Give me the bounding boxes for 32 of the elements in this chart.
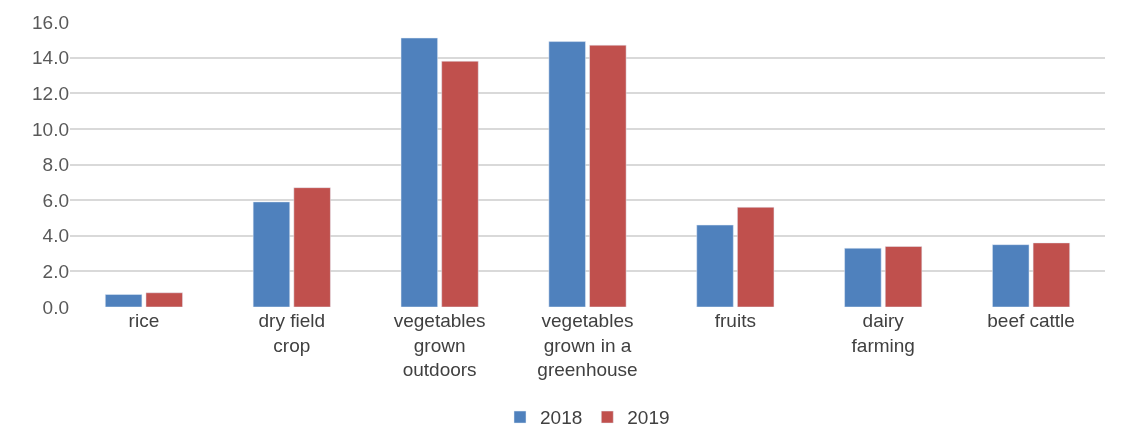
y-tick-label: 10.0 xyxy=(32,118,69,140)
bar xyxy=(589,44,627,307)
y-tick-label: 6.0 xyxy=(42,189,69,211)
bar xyxy=(844,247,882,307)
bar xyxy=(400,37,438,307)
bar xyxy=(885,246,923,307)
y-tick-label: 12.0 xyxy=(32,82,69,104)
bar xyxy=(548,41,586,307)
x-tick-label: beef cattle xyxy=(987,310,1075,331)
bar xyxy=(737,207,775,307)
y-tick-label: 14.0 xyxy=(32,47,69,69)
x-tick-label: dry field crop xyxy=(258,310,326,356)
y-tick-label: 4.0 xyxy=(42,225,69,247)
x-tick-label: dairy farming xyxy=(851,310,915,356)
x-tick-label: rice xyxy=(128,310,160,331)
bar xyxy=(441,60,479,307)
y-tick-label: 0.0 xyxy=(42,296,69,318)
legend-label: 2019 xyxy=(627,407,670,429)
bar xyxy=(992,244,1030,307)
bar xyxy=(145,292,183,307)
bar xyxy=(696,224,734,307)
y-tick-label: 8.0 xyxy=(42,154,69,176)
x-tick-label: fruits xyxy=(714,310,756,331)
legend-label: 2018 xyxy=(540,407,583,429)
bar xyxy=(293,187,331,307)
x-tick-label: vegetables grown outdoors xyxy=(393,310,486,381)
y-tick-label: 2.0 xyxy=(42,261,69,283)
bar xyxy=(105,294,143,307)
bar xyxy=(252,201,290,307)
y-tick-label: 16.0 xyxy=(32,11,69,33)
x-tick-label: vegetables grown in a greenhouse xyxy=(537,310,638,381)
bar xyxy=(1032,242,1070,307)
